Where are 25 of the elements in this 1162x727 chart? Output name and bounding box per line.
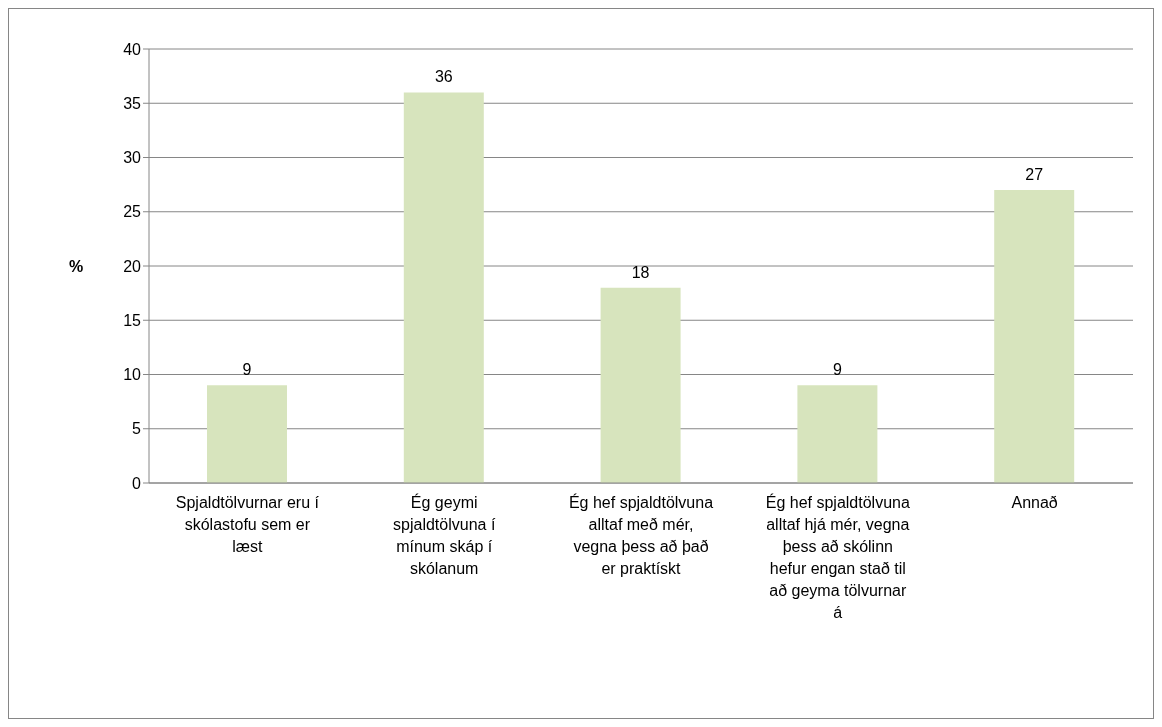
y-tick-label: 5 [132,420,142,438]
x-tick-label: Ég hef spjaldtölvuna alltaf hjá mér, vegna þess að skólinn hefur engan stað til að geyma tölvurnar á [765,493,910,622]
data-label: 36 [434,68,453,86]
y-tick-label: 10 [123,366,142,384]
y-tick-label: 40 [123,40,142,58]
x-tick-label: Spjaldtölvurnar eru í skólastofu sem er læst [175,494,320,556]
data-label: 18 [631,263,650,281]
bar [994,190,1075,483]
data-label: 9 [832,361,842,379]
bar [797,385,878,483]
x-tick-label: Ég hef spjaldtölvuna alltaf með mér, vegna þess að það er praktískt [568,493,714,578]
data-label: 27 [1025,166,1044,184]
bar [403,92,484,483]
y-axis-title: % [69,257,84,275]
y-tick-label: 35 [123,94,142,112]
y-tick-label: 25 [123,203,142,221]
bar [600,287,681,483]
bar [207,385,287,483]
y-tick-label: 15 [123,311,142,329]
y-tick-label: 0 [132,474,142,492]
x-tick-label: Annað [1011,494,1058,512]
y-tick-label: 20 [123,257,142,275]
data-label: 9 [242,361,252,379]
y-tick-label: 30 [123,149,142,167]
x-tick-label: Ég geymi spjaldtölvuna í mínum skáp í skólanum [393,493,496,578]
